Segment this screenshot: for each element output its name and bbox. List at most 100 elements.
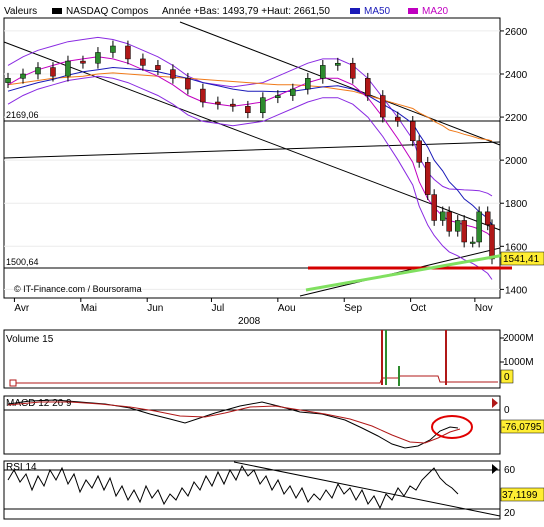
volume-last-badge (500, 369, 514, 384)
candle-body (454, 220, 461, 232)
ma50-swatch (350, 8, 360, 14)
candle-body (416, 140, 422, 163)
x-tick-label: Oct (411, 303, 427, 314)
rsi-arrow-icon (492, 464, 498, 474)
bollinger-bands (7, 36, 493, 280)
rsi-last-badge (500, 487, 544, 502)
price-tick-label: 2200 (505, 113, 528, 124)
candle-body (5, 78, 11, 83)
candle-body (125, 45, 131, 60)
candlesticks (5, 40, 495, 265)
candle-body (50, 67, 56, 77)
green-support-line (305, 252, 511, 292)
candle-body (335, 62, 341, 66)
candle-body (290, 88, 296, 96)
price-tick-label: 2600 (505, 27, 528, 38)
candle-body (320, 65, 326, 79)
x-tick-label: Jul (211, 303, 224, 314)
trendline-middle (3, 41, 501, 231)
last-value-badge (500, 251, 544, 266)
candle-body (65, 60, 71, 77)
x-tick-label: Nov (475, 303, 493, 314)
macd-line (7, 399, 459, 449)
volume-last-value: 0 (504, 372, 510, 383)
volume-title: Volume 15 (6, 334, 54, 345)
candle-body (140, 58, 146, 66)
macd-tick-0: 0 (504, 405, 510, 416)
ma50-legend: MA50 (364, 6, 391, 17)
volume-avg-line (10, 375, 498, 384)
range-text: Année +Bas: 1493,79 +Haut: 2661,50 (162, 6, 330, 17)
macd-last-value: -76,0795 (502, 422, 542, 433)
candle-body (425, 162, 431, 195)
trend-lines (3, 21, 501, 297)
candle-body (395, 116, 401, 122)
candle-body (245, 106, 251, 114)
candle-body (260, 97, 266, 114)
candle-body (446, 211, 452, 232)
volume-tick-1000m: 1000M (503, 357, 534, 368)
level-label-1500: 1500,64 (6, 257, 39, 267)
macd-highlight-circle (431, 415, 473, 439)
x-tick-label: Mai (81, 303, 97, 314)
bollinger-lower (7, 75, 493, 280)
instrument-name: NASDAQ Compos (66, 6, 148, 17)
macd-title: MACD 12 26 9 (6, 398, 72, 409)
candle-body (489, 224, 495, 260)
price-tick-label: 2000 (505, 156, 528, 167)
x-tick-label: Aou (278, 303, 296, 314)
candle-body (410, 121, 416, 142)
x-tick-label: Jun (147, 303, 163, 314)
candle-body (80, 60, 86, 64)
price-y-axis: 2600 2400 2200 2000 1800 1600 1400 (500, 27, 528, 296)
volume-tick-2000m: 2000M (503, 333, 534, 344)
trendline-upper (179, 21, 501, 146)
header-label: Valeurs (4, 6, 37, 17)
rsi-trendline (233, 461, 501, 517)
candle-body (431, 194, 437, 221)
candle-body (35, 67, 41, 75)
volume-series (9, 330, 498, 387)
candle-body (365, 78, 371, 96)
ma20-legend: MA20 (422, 6, 449, 17)
chart-header: Valeurs NASDAQ Compos Année +Bas: 1493,7… (4, 6, 449, 17)
ma20-swatch (408, 8, 418, 14)
last-value: 1541,41 (503, 254, 540, 265)
price-tick-label: 1600 (505, 242, 528, 253)
candle-body (155, 65, 161, 70)
price-tick-label: 1400 (505, 285, 528, 296)
volume-marker (9, 379, 17, 387)
candle-body (95, 52, 101, 64)
candle-body (215, 101, 221, 105)
volume-axis: 2000M 1000M (500, 333, 534, 368)
x-tick-label: Avr (14, 303, 29, 314)
x-tick-label: Sep (344, 303, 362, 314)
candle-body (200, 88, 206, 103)
x-axis: Avr Mai Jun Jul Aou Sep Oct Nov (13, 298, 493, 314)
macd-signal-line (7, 401, 461, 444)
rsi-tick-60: 60 (504, 465, 516, 476)
candle-body (230, 103, 236, 107)
rsi-panel-frame (3, 460, 501, 520)
candle-body (20, 73, 26, 79)
level-label-2169: 2169,06 (6, 110, 39, 120)
candle-body (350, 62, 356, 79)
candle-body (476, 211, 482, 243)
candle-body (484, 211, 491, 226)
candle-body (380, 95, 386, 118)
candle-body (170, 69, 176, 79)
rsi-last-value: 37,1199 (502, 490, 538, 501)
macd-panel-frame (3, 395, 501, 455)
bollinger-upper (7, 36, 493, 197)
watermark: © IT-Finance.com / Boursorama (14, 284, 142, 294)
candle-body (461, 220, 467, 243)
candle-body (439, 211, 446, 221)
rsi-title: RSI 14 (6, 462, 37, 473)
candle-body (275, 95, 281, 98)
volume-panel-frame (3, 329, 501, 389)
candle-body (185, 78, 191, 90)
candle-body (110, 45, 116, 53)
price-tick-label: 2400 (505, 70, 528, 81)
